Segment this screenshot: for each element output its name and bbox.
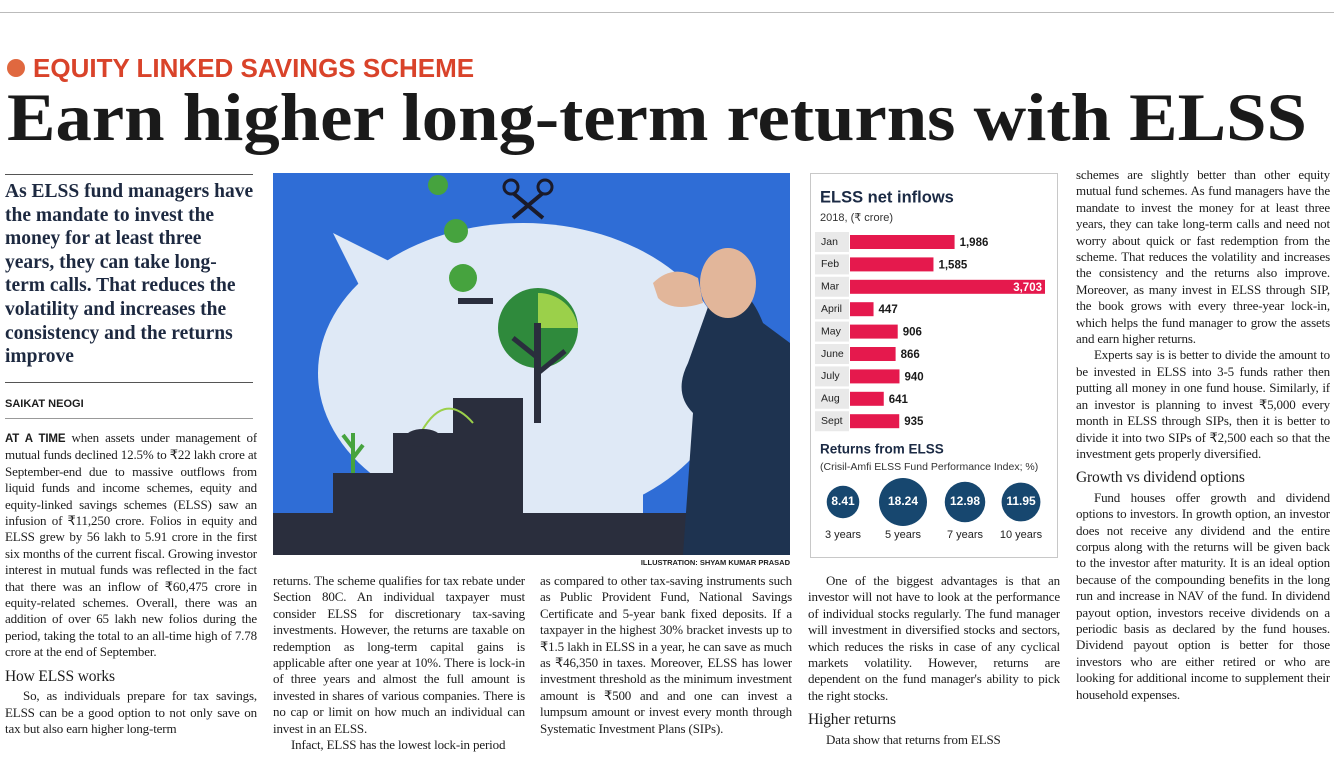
standfirst: As ELSS fund managers have the mandate t… bbox=[5, 181, 254, 368]
paragraph: One of the biggest advantages is that an… bbox=[808, 573, 1060, 704]
paragraph: AT A TIME when assets under management o… bbox=[5, 430, 257, 661]
paragraph-text: returns. The scheme qualifies for tax re… bbox=[273, 573, 525, 736]
value-label: 641 bbox=[889, 394, 909, 406]
category-label: June bbox=[821, 348, 844, 360]
paragraph: schemes are slightly better than other e… bbox=[1076, 167, 1330, 347]
category-cell bbox=[815, 388, 849, 409]
kicker-dot bbox=[7, 59, 25, 77]
illustration-credit: ILLUSTRATION: SHYAM KUMAR PRASAD bbox=[640, 558, 790, 567]
bar bbox=[850, 235, 955, 249]
column: returns. The scheme qualifies for tax re… bbox=[273, 573, 525, 768]
paragraph-text: So, as individuals prepare for tax savin… bbox=[5, 688, 257, 736]
paragraph: Experts say is is better to divide the a… bbox=[1076, 347, 1330, 462]
bar bbox=[850, 347, 896, 361]
lead-in: AT A TIME bbox=[5, 433, 66, 445]
category-cell bbox=[815, 299, 849, 320]
category-cell bbox=[815, 232, 849, 252]
kicker: EQUITY LINKED SAVINGS SCHEME bbox=[33, 53, 474, 83]
column: as compared to other tax-saving instrume… bbox=[540, 573, 792, 768]
chart-subtitle: (Crisil-Amfi ELSS Fund Performance Index… bbox=[820, 461, 1038, 473]
category-label: 10 years bbox=[1000, 529, 1043, 541]
bubble bbox=[826, 485, 860, 519]
category-label: Feb bbox=[821, 258, 839, 270]
paragraph: Fund houses offer growth and dividend op… bbox=[1076, 490, 1330, 703]
category-cell bbox=[815, 344, 849, 364]
paragraph: as compared to other tax-saving instrume… bbox=[540, 573, 792, 737]
value-label: 8.41 bbox=[831, 494, 855, 508]
bar bbox=[850, 279, 1045, 294]
paragraph-text: Data show that returns from ELSS bbox=[826, 731, 1001, 747]
rule bbox=[5, 174, 253, 175]
paragraph-text: Infact, ELSS has the lowest lock-in peri… bbox=[291, 737, 506, 753]
value-label: 12.98 bbox=[950, 494, 980, 508]
category-label: April bbox=[821, 303, 842, 315]
column: schemes are slightly better than other e… bbox=[1076, 167, 1330, 768]
value-label: 1,986 bbox=[960, 237, 989, 249]
category-cell bbox=[815, 366, 849, 387]
chart-title: ELSS net inflows bbox=[820, 188, 954, 206]
value-label: 940 bbox=[905, 371, 924, 383]
chart-title: Returns from ELSS bbox=[820, 442, 944, 457]
bubble bbox=[944, 481, 986, 523]
paragraph-text: Experts say is is better to divide the a… bbox=[1076, 347, 1330, 461]
category-label: May bbox=[821, 325, 842, 337]
subheading: Higher returns bbox=[808, 711, 896, 729]
category-label: 5 years bbox=[885, 529, 922, 541]
category-cell bbox=[815, 321, 849, 342]
paragraph-text: when assets under management of mutual f… bbox=[5, 430, 257, 660]
bar bbox=[850, 302, 874, 317]
column: AT A TIME when assets under management o… bbox=[5, 430, 257, 768]
bar bbox=[850, 369, 900, 384]
paragraph: Data show that returns from ELSS bbox=[808, 732, 1060, 748]
chart-subtitle: 2018, (₹ crore) bbox=[820, 212, 893, 224]
category-cell bbox=[815, 411, 849, 432]
rule bbox=[5, 382, 253, 383]
rule bbox=[5, 418, 253, 419]
paragraph: Infact, ELSS has the lowest lock-in peri… bbox=[273, 737, 525, 753]
byline: SAIKAT NEOGI bbox=[5, 398, 84, 410]
value-label: 447 bbox=[879, 304, 898, 316]
category-label: Aug bbox=[821, 393, 840, 405]
value-label: 935 bbox=[904, 416, 924, 428]
category-cell bbox=[815, 254, 849, 275]
value-label: 906 bbox=[903, 327, 922, 339]
bubble bbox=[1001, 482, 1041, 522]
category-label: Mar bbox=[821, 281, 840, 293]
category-label: 3 years bbox=[825, 529, 862, 541]
category-cell bbox=[815, 276, 849, 297]
bubble bbox=[879, 478, 927, 526]
value-label: 3,703 bbox=[1013, 282, 1042, 294]
bar bbox=[850, 391, 884, 406]
value-label: 11.95 bbox=[1006, 494, 1036, 508]
paragraph-text: schemes are slightly better than other e… bbox=[1076, 167, 1330, 347]
column: One of the biggest advantages is that an… bbox=[808, 573, 1060, 768]
bar bbox=[850, 257, 934, 272]
paragraph: So, as individuals prepare for tax savin… bbox=[5, 688, 257, 737]
subheading: Growth vs dividend options bbox=[1076, 469, 1245, 487]
paragraph-text: Fund houses offer growth and dividend op… bbox=[1076, 489, 1330, 702]
category-label: 7 years bbox=[947, 529, 984, 541]
category-label: Jan bbox=[821, 236, 838, 248]
category-label: July bbox=[821, 370, 840, 382]
value-label: 1,585 bbox=[938, 259, 967, 271]
subheading: How ELSS works bbox=[5, 667, 115, 685]
bar bbox=[850, 324, 898, 339]
paragraph-text: as compared to other tax-saving instrume… bbox=[540, 573, 792, 736]
category-label: Sept bbox=[821, 415, 843, 427]
bar bbox=[850, 414, 900, 429]
top-rule bbox=[0, 12, 1334, 13]
value-label: 866 bbox=[901, 349, 920, 361]
headline: Earn higher long-term returns with ELSS bbox=[7, 79, 1307, 155]
header: EQUITY LINKED SAVINGS SCHEME Earn higher… bbox=[7, 53, 1307, 155]
paragraph: returns. The scheme qualifies for tax re… bbox=[273, 573, 525, 737]
paragraph-text: One of the biggest advantages is that an… bbox=[808, 573, 1060, 703]
illustration bbox=[273, 173, 790, 555]
value-label: 18.24 bbox=[888, 494, 918, 508]
